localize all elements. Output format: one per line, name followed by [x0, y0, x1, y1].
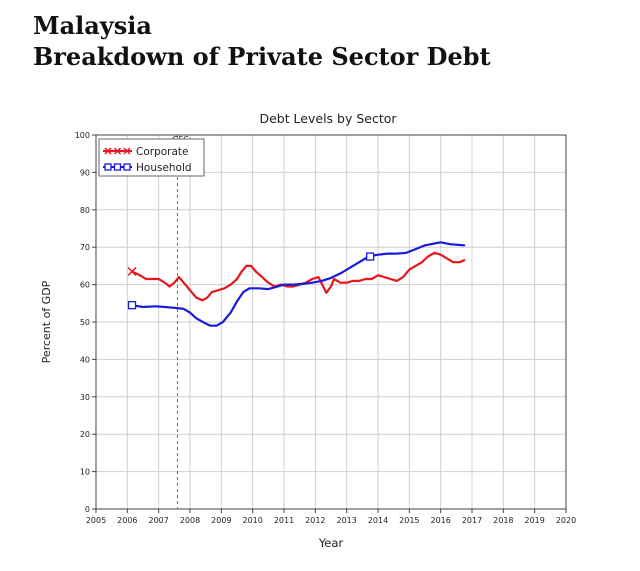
x-tick-label: 2012 — [305, 516, 325, 525]
y-axis-ticks: 0 10 20 30 40 50 60 70 80 90 100 — [75, 131, 96, 514]
x-tick-label: 2017 — [462, 516, 482, 525]
series-marker-corporate — [127, 266, 137, 277]
page-title: Malaysia Breakdown of Private Sector Deb… — [33, 10, 491, 72]
x-tick-label: 2015 — [399, 516, 419, 525]
y-tick-label: 20 — [80, 430, 90, 439]
x-tick-label: 2016 — [430, 516, 450, 525]
chart-legend: Corporate Household — [98, 138, 205, 177]
x-tick-label: 2010 — [242, 516, 262, 525]
page-title-line-2: Breakdown of Private Sector Debt — [33, 42, 491, 71]
legend-item-household: Household — [103, 162, 192, 174]
legend-label: Corporate — [136, 146, 189, 158]
x-tick-label: 2008 — [180, 516, 200, 525]
y-tick-label: 60 — [80, 281, 90, 290]
x-tick-label: 2013 — [336, 516, 356, 525]
y-tick-label: 90 — [80, 168, 90, 177]
x-tick-label: 2020 — [556, 516, 576, 525]
y-tick-label: 50 — [80, 318, 90, 327]
x-tick-label: 2019 — [524, 516, 544, 525]
legend-swatch-marker — [113, 147, 122, 155]
chart-series — [127, 241, 466, 327]
series-corporate — [127, 251, 466, 302]
legend-label: Household — [136, 162, 192, 174]
series-household — [127, 241, 466, 327]
y-tick-label: 40 — [80, 355, 90, 364]
series-marker-household — [127, 301, 137, 310]
chart-title: Debt Levels by Sector — [259, 111, 397, 126]
x-tick-label: 2014 — [368, 516, 388, 525]
x-tick-label: 2018 — [493, 516, 513, 525]
y-tick-label: 10 — [80, 468, 90, 477]
y-tick-label: 80 — [80, 206, 90, 215]
y-tick-label: 30 — [80, 393, 90, 402]
x-tick-label: 2006 — [117, 516, 137, 525]
page-title-line-1: Malaysia — [33, 11, 152, 40]
series-line-household — [130, 241, 466, 327]
y-tick-label: 0 — [85, 505, 90, 514]
series-line-corporate — [130, 251, 466, 302]
legend-swatch-marker — [123, 147, 131, 155]
y-axis-label: Percent of GDP — [40, 280, 53, 363]
x-tick-label: 2011 — [274, 516, 294, 525]
x-tick-label: 2005 — [86, 516, 106, 525]
legend-swatch-marker — [123, 163, 131, 171]
series-marker-household — [366, 252, 375, 261]
x-axis-label: Year — [318, 536, 344, 550]
legend-item-corporate: Corporate — [103, 146, 189, 158]
legend-swatch-marker — [113, 163, 122, 171]
x-axis-ticks: 2005 2006 2007 2008 2009 2010 2011 2012 2013 2014… — [86, 509, 576, 525]
x-tick-label: 2007 — [148, 516, 168, 525]
legend-swatch-marker — [104, 147, 112, 155]
chart-grid — [95, 134, 567, 510]
y-tick-label: 70 — [80, 243, 90, 252]
x-tick-label: 2009 — [211, 516, 231, 525]
y-tick-label: 100 — [75, 131, 90, 140]
legend-swatch-marker — [104, 163, 112, 171]
